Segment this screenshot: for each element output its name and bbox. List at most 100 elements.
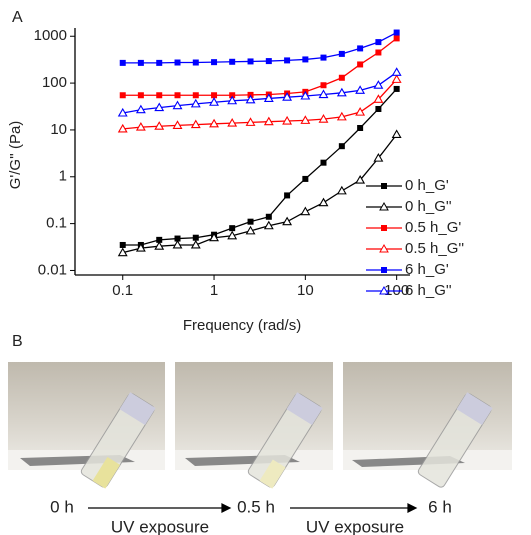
y-tick-label: 100 [42, 74, 67, 91]
point [265, 58, 272, 65]
point [263, 93, 274, 103]
series-line [122, 37, 398, 96]
point [338, 143, 345, 150]
point [245, 225, 256, 235]
point [156, 236, 163, 243]
point [318, 89, 329, 99]
point [282, 216, 293, 226]
point [209, 97, 219, 106]
point [375, 49, 382, 56]
point [247, 58, 254, 65]
point [302, 175, 309, 182]
point [119, 59, 126, 66]
series [117, 67, 402, 117]
y-tick-label: 10 [50, 121, 67, 138]
series [119, 85, 400, 248]
point [172, 100, 183, 110]
point [174, 59, 181, 66]
legend-marker [381, 183, 387, 189]
series [117, 74, 402, 133]
point [192, 92, 199, 99]
point [245, 117, 256, 126]
photo [175, 362, 333, 489]
legend-label: 0.5 h_G' [405, 219, 461, 236]
x-tick-label: 1 [210, 282, 218, 299]
point [192, 234, 199, 241]
point [190, 119, 201, 129]
point [373, 80, 384, 89]
point [355, 107, 366, 116]
point [263, 220, 274, 230]
photo [8, 362, 165, 489]
legend-label: 0.5 h_G'' [405, 240, 464, 257]
point [302, 56, 309, 63]
point [336, 185, 347, 195]
point [137, 59, 144, 66]
point [156, 59, 163, 66]
point [300, 90, 311, 100]
point [227, 230, 238, 240]
series-line [122, 134, 398, 254]
legend-label: 0 h_G'' [405, 198, 452, 215]
point [211, 92, 218, 99]
legend-marker [379, 201, 389, 211]
legend-marker [381, 225, 387, 231]
x-tick-label: 0.1 [112, 282, 133, 299]
point [336, 87, 347, 97]
photo [343, 362, 512, 488]
x-tick-label: 10 [297, 282, 314, 299]
point [117, 123, 128, 133]
point [357, 124, 364, 131]
point [190, 239, 201, 249]
point [174, 92, 181, 99]
point [117, 107, 128, 117]
point [355, 174, 366, 184]
timeline [88, 503, 418, 513]
point [300, 206, 311, 216]
point [373, 94, 384, 103]
point [393, 35, 400, 42]
point [391, 67, 402, 76]
point [284, 192, 291, 199]
point [135, 121, 146, 131]
time-label: 0 h [50, 497, 74, 516]
series-line [122, 88, 398, 246]
series [117, 129, 402, 257]
point [156, 92, 163, 99]
point [245, 94, 256, 104]
legend-marker [379, 243, 389, 253]
photos [8, 362, 512, 489]
time-label: 6 h [428, 497, 452, 516]
point [318, 197, 329, 207]
point [282, 92, 293, 101]
point [284, 57, 291, 64]
point [282, 115, 293, 125]
point [263, 116, 274, 126]
point [227, 95, 238, 105]
point [229, 225, 236, 232]
point [229, 92, 236, 99]
point [320, 82, 327, 89]
point [375, 39, 382, 46]
point [135, 243, 146, 252]
point [338, 74, 345, 81]
point [119, 241, 126, 248]
point [393, 29, 400, 36]
series [119, 35, 400, 99]
point [119, 92, 126, 99]
point [391, 74, 402, 83]
y-tick-label: 1 [59, 168, 67, 185]
point [190, 98, 201, 108]
point [265, 213, 272, 220]
y-tick-label: 1000 [34, 27, 67, 44]
point [135, 104, 146, 114]
point [373, 153, 384, 162]
point [375, 105, 382, 112]
series [119, 29, 400, 66]
panel-label: B [12, 333, 23, 350]
point [393, 85, 400, 92]
point [391, 129, 402, 139]
point [229, 58, 236, 65]
point [154, 241, 165, 250]
series-line [122, 78, 398, 130]
